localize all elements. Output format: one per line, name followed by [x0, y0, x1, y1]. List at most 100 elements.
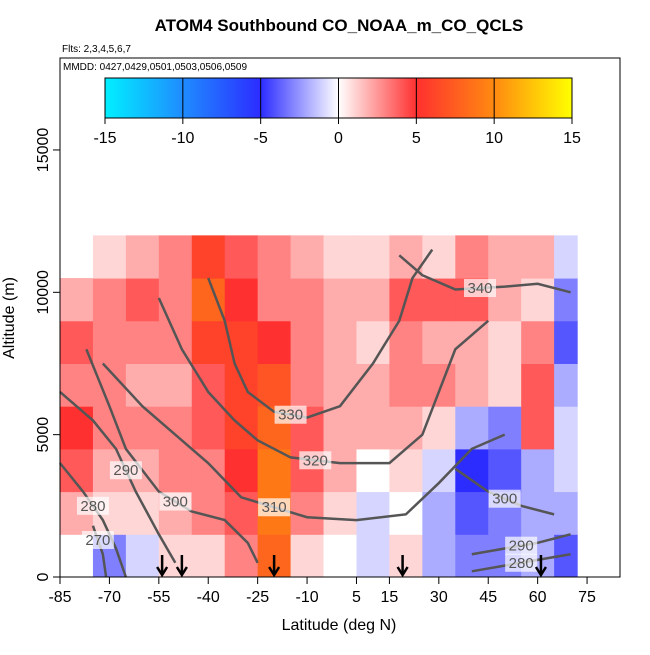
cell: [389, 448, 423, 493]
y-tick-label: 10000: [35, 270, 52, 315]
contour-label: 330: [278, 407, 303, 424]
colorbar-tick-label: 15: [563, 130, 581, 147]
contour-label-bg: [159, 492, 192, 511]
cell: [290, 534, 325, 578]
colorbar-tick-label: 0: [334, 130, 343, 147]
cell: [521, 235, 555, 279]
cell: [257, 278, 292, 322]
y-tick-label: 5000: [35, 417, 52, 453]
cell: [389, 406, 423, 450]
cell: [521, 320, 555, 364]
contour-label-bg: [76, 496, 109, 515]
contour-label-bg: [109, 461, 142, 480]
cell: [158, 448, 193, 493]
cell: [125, 406, 160, 450]
cell: [290, 320, 325, 364]
contour-label: 300: [492, 491, 517, 508]
cell: [224, 363, 259, 407]
cell: [125, 534, 160, 578]
cell: [158, 406, 193, 450]
arrow-head: [534, 566, 548, 578]
cell: [422, 278, 456, 322]
x-axis-label: Latitude (deg N): [282, 617, 397, 634]
cell: [290, 363, 325, 407]
cell: [455, 235, 489, 279]
cell: [389, 363, 423, 407]
cell: [323, 320, 357, 364]
cell: [521, 363, 555, 407]
cell: [158, 235, 193, 279]
cell: [455, 491, 489, 535]
y-tick-label: 0: [35, 572, 52, 581]
contour-label: 290: [509, 538, 534, 555]
contour-label: 280: [80, 498, 105, 515]
x-tick-label: -85: [48, 589, 71, 606]
arrow-head: [156, 566, 169, 578]
cell: [488, 320, 522, 364]
contour-label-bg: [505, 536, 538, 555]
contour-label: 280: [509, 555, 534, 572]
contour-label-bg: [488, 489, 521, 508]
cell: [191, 448, 226, 493]
x-tick-label: 75: [578, 589, 596, 606]
cell: [191, 406, 226, 450]
colorbar-tick-label: -15: [93, 130, 116, 147]
cell: [323, 278, 357, 322]
chart-title: ATOM4 Southbound CO_NOAA_m_CO_QCLS: [155, 16, 524, 35]
cell: [158, 278, 193, 322]
cell: [224, 235, 259, 279]
x-tick-label: -25: [246, 589, 269, 606]
cell: [125, 320, 160, 364]
cell: [488, 363, 522, 407]
cell: [455, 448, 489, 493]
colorbar-tick-label: -5: [254, 130, 268, 147]
cell: [356, 320, 390, 364]
x-tick-label: 45: [479, 589, 497, 606]
cell: [60, 320, 94, 364]
cell: [422, 534, 456, 578]
cell: [92, 235, 127, 279]
contour-label: 270: [85, 532, 110, 549]
cell: [554, 235, 578, 279]
cell: [323, 406, 357, 450]
x-tick-label: -10: [295, 589, 318, 606]
contour-label: 310: [262, 499, 287, 516]
cell: [191, 278, 226, 322]
cell: [455, 320, 489, 364]
cell: [290, 278, 325, 322]
cell: [554, 278, 578, 322]
contour-label: 290: [113, 462, 138, 479]
contour-label-bg: [299, 451, 332, 470]
colorbar-tick-label: 5: [412, 130, 421, 147]
colorbar-tick-label: -10: [171, 130, 194, 147]
plot-frame: [59, 57, 621, 578]
cell: [422, 491, 456, 535]
cell: [521, 406, 555, 450]
y-axis-label: Altitude (m): [1, 277, 18, 359]
arrow-head: [268, 566, 281, 578]
cell: [191, 363, 226, 407]
cell: [356, 491, 390, 535]
contour-label: 300: [163, 494, 188, 511]
x-tick-label: 15: [381, 589, 399, 606]
cell: [323, 235, 357, 279]
cell: [224, 278, 259, 322]
cell: [488, 406, 522, 450]
cell: [356, 278, 390, 322]
colorbar-tick-label: 10: [485, 130, 503, 147]
cell: [554, 363, 578, 407]
x-tick-label: -55: [147, 589, 170, 606]
note: MMDD: 0427,0429,0501,0503,0506,0509: [63, 62, 247, 73]
contour-line: [59, 462, 128, 578]
cell: [554, 406, 578, 450]
y-tick-label: 15000: [35, 128, 52, 173]
subtitle: Flts: 2,3,4,5,6,7: [62, 44, 131, 55]
cell: [554, 491, 578, 535]
cell: [257, 320, 292, 364]
contour-line: [207, 248, 434, 419]
cell: [60, 363, 94, 407]
contour-label-bg: [274, 405, 307, 424]
cell: [554, 448, 578, 493]
cell: [323, 363, 357, 407]
